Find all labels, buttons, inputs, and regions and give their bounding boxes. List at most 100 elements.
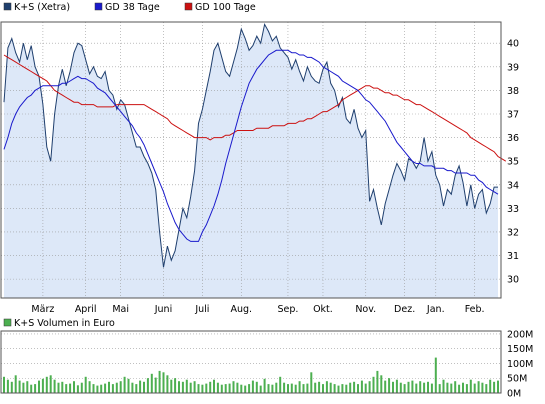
volume-bar bbox=[228, 383, 231, 393]
volume-bar bbox=[6, 379, 9, 393]
y-tick-label: 34 bbox=[507, 180, 519, 191]
volume-bar bbox=[290, 383, 293, 393]
legend-swatch bbox=[94, 2, 103, 11]
volume-bar bbox=[481, 382, 484, 393]
series-line-0 bbox=[3, 22, 498, 268]
volume-bar bbox=[446, 382, 449, 393]
volume-bar bbox=[197, 384, 200, 393]
volume-bar bbox=[430, 383, 433, 393]
volume-bar bbox=[322, 384, 324, 393]
volume-bar bbox=[240, 384, 243, 393]
volume-bar bbox=[434, 357, 437, 393]
volume-bar bbox=[115, 382, 118, 393]
volume-bar bbox=[96, 385, 99, 393]
volume-bar bbox=[403, 384, 406, 393]
volume-bar bbox=[135, 384, 138, 393]
volume-bar bbox=[84, 376, 87, 393]
volume-bar bbox=[357, 384, 359, 393]
x-tick-label: März bbox=[31, 304, 54, 315]
volume-bar bbox=[477, 381, 480, 393]
y-tick-label: 36 bbox=[507, 133, 519, 144]
volume-bar bbox=[497, 380, 499, 393]
volume-bar bbox=[458, 384, 461, 393]
volume-bar bbox=[372, 376, 375, 393]
volume-bar bbox=[119, 381, 122, 393]
volume-bar bbox=[337, 385, 340, 393]
volume-bar bbox=[41, 378, 44, 393]
legend-swatch bbox=[184, 2, 193, 11]
volume-bar bbox=[415, 383, 418, 393]
volume-bar bbox=[314, 382, 317, 393]
volume-bar bbox=[438, 384, 441, 393]
volume-bar bbox=[294, 384, 297, 393]
volume-bar bbox=[30, 384, 33, 393]
x-tick-label: Sep. bbox=[277, 304, 298, 315]
volume-bar bbox=[189, 382, 192, 393]
volume-bar bbox=[53, 379, 56, 393]
volume-bar bbox=[100, 384, 103, 393]
volume-bar bbox=[213, 379, 215, 393]
volume-bar bbox=[287, 384, 289, 393]
volume-bar bbox=[76, 385, 79, 393]
volume-bar bbox=[224, 384, 227, 393]
y-tick-label: 38 bbox=[507, 86, 519, 97]
volume-bar bbox=[201, 384, 204, 393]
volume-bar bbox=[462, 382, 464, 393]
volume-bar bbox=[279, 376, 282, 393]
volume-bar bbox=[384, 380, 387, 393]
y-tick-label: 39 bbox=[507, 62, 519, 73]
price-plot-frame bbox=[0, 21, 502, 299]
volume-bar bbox=[49, 375, 52, 393]
volume-bar bbox=[411, 380, 414, 393]
volume-bar bbox=[244, 385, 247, 393]
volume-bar bbox=[349, 382, 352, 393]
volume-bar bbox=[345, 384, 348, 393]
volume-bar bbox=[232, 381, 235, 393]
volume-bar bbox=[485, 384, 488, 393]
volume-bar bbox=[220, 384, 223, 393]
volume-bar bbox=[166, 375, 169, 393]
x-tick-label: Juli bbox=[194, 304, 209, 315]
x-tick-label: Okt. bbox=[313, 304, 333, 315]
volume-bar bbox=[123, 376, 126, 393]
volume-bar bbox=[69, 383, 72, 393]
volume-bar bbox=[473, 383, 476, 393]
volume-plot-frame bbox=[0, 330, 502, 394]
volume-bar bbox=[88, 381, 91, 393]
volume-bar bbox=[364, 383, 367, 393]
volume-bar bbox=[26, 381, 29, 393]
volume-bar bbox=[65, 384, 68, 393]
volume-legend-swatch bbox=[3, 318, 12, 327]
volume-bar bbox=[18, 380, 21, 393]
volume-bar bbox=[10, 381, 13, 393]
volume-bar bbox=[395, 379, 398, 393]
volume-bar bbox=[442, 379, 445, 393]
volume-bar bbox=[423, 382, 426, 393]
volume-bar bbox=[146, 378, 149, 393]
volume-bar bbox=[388, 378, 391, 393]
volume-bar bbox=[368, 381, 371, 393]
volume-bar bbox=[3, 376, 5, 393]
volume-bar bbox=[489, 379, 492, 393]
volume-bar bbox=[216, 382, 219, 393]
volume-bar bbox=[45, 376, 48, 393]
volume-bar bbox=[154, 377, 157, 393]
y-tick-label: 37 bbox=[507, 110, 519, 121]
volume-bar bbox=[469, 379, 472, 393]
volume-bar bbox=[399, 382, 402, 393]
y-tick-label: 33 bbox=[507, 204, 519, 215]
volume-bar bbox=[376, 370, 379, 393]
volume-y-tick-label: 200M bbox=[507, 329, 533, 340]
volume-legend-label: K+S Volumen in Euro bbox=[14, 318, 115, 329]
volume-bar bbox=[73, 381, 75, 393]
series-line-2 bbox=[3, 54, 507, 162]
volume-bar bbox=[427, 381, 429, 393]
volume-bar bbox=[259, 385, 262, 393]
volume-bar bbox=[150, 373, 153, 393]
volume-bar bbox=[80, 382, 83, 393]
legend-swatch bbox=[3, 2, 12, 11]
x-tick-label: Mai bbox=[112, 304, 129, 315]
volume-y-tick-label: 100M bbox=[507, 359, 533, 370]
